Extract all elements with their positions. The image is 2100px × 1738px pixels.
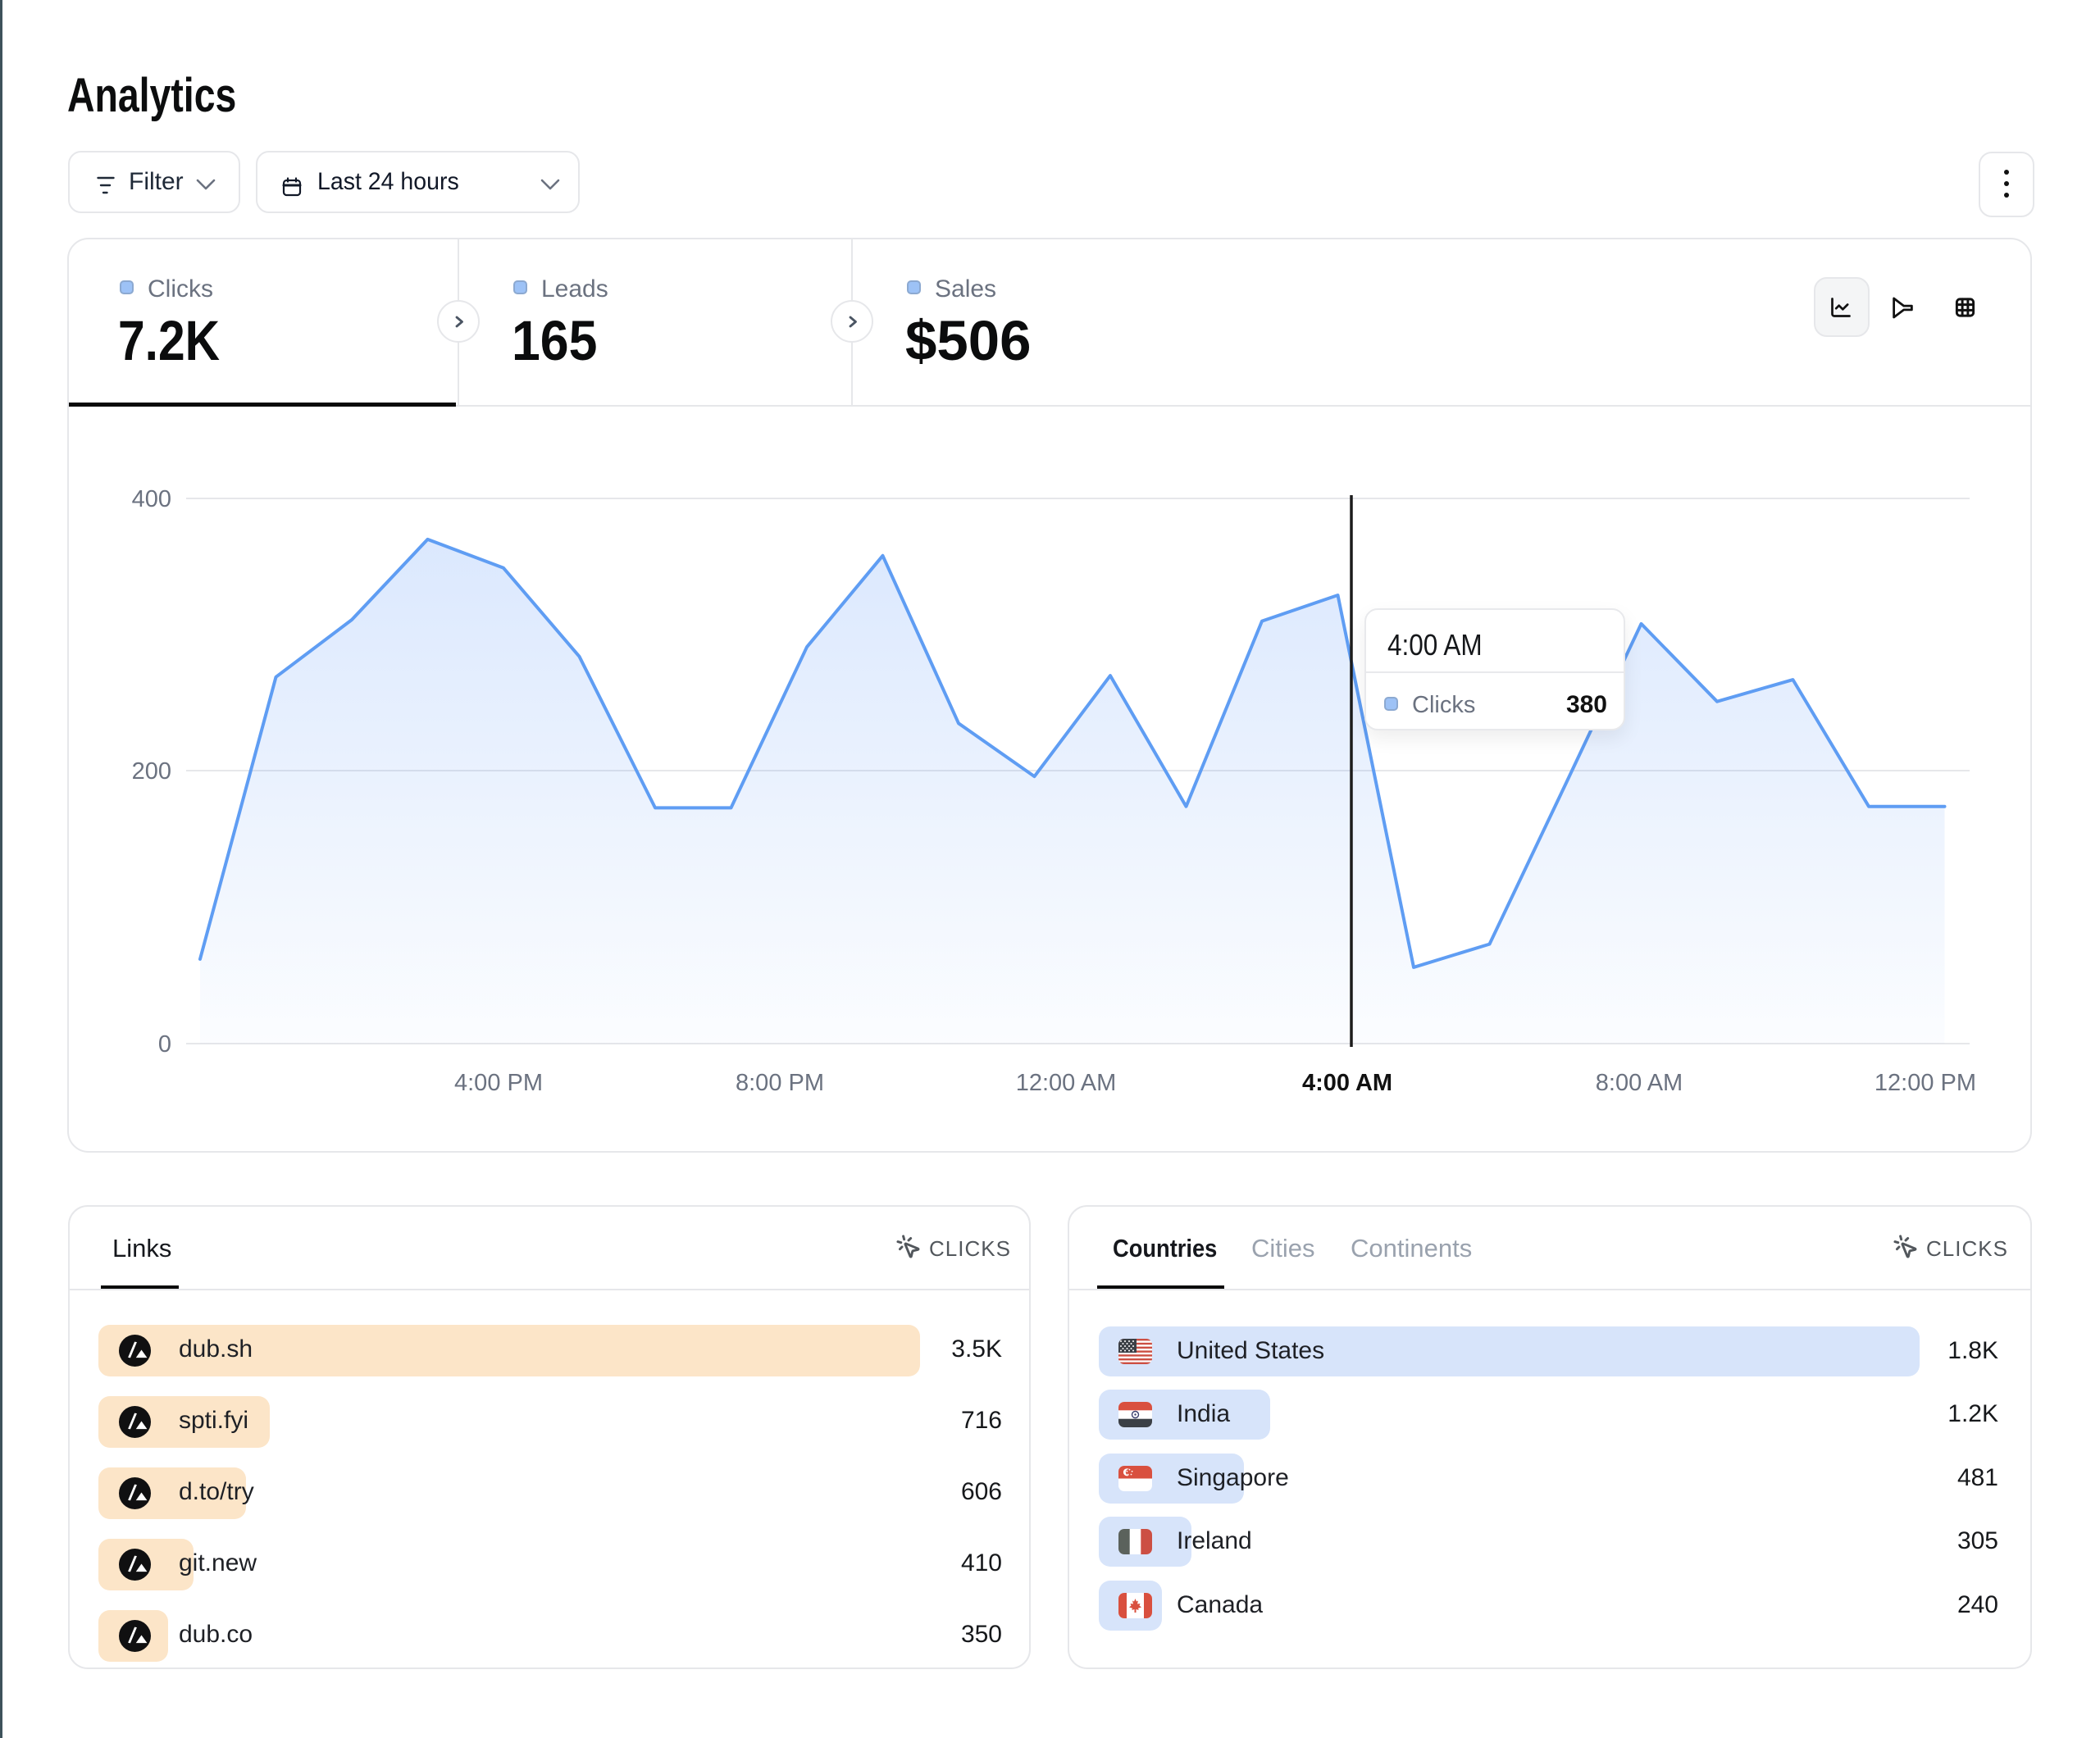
svg-text:8:00 PM: 8:00 PM [736,1070,824,1096]
svg-text:12:00 AM: 12:00 AM [1016,1070,1117,1096]
svg-text:4:00 PM: 4:00 PM [454,1070,543,1096]
svg-text:400: 400 [132,486,171,512]
svg-text:200: 200 [132,758,171,785]
svg-text:0: 0 [158,1031,171,1058]
svg-text:4:00 AM: 4:00 AM [1302,1070,1392,1096]
svg-text:8:00 AM: 8:00 AM [1596,1070,1683,1096]
svg-text:12:00 PM: 12:00 PM [1875,1070,1976,1096]
